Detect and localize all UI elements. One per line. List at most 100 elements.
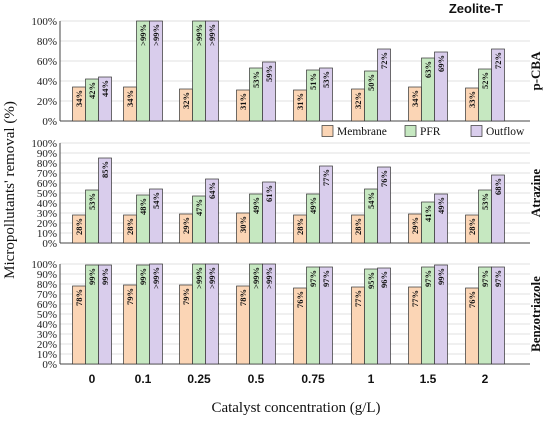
data-label: 51%: [308, 73, 318, 90]
bar-outflow: [377, 166, 391, 244]
y-tick-label: 20%: [37, 96, 57, 108]
data-label: 64%: [207, 182, 217, 199]
data-label: 29%: [410, 217, 420, 234]
y-tick-label: 100%: [31, 138, 57, 150]
data-label: 53%: [480, 193, 490, 210]
x-tick-label: 1.5: [420, 372, 437, 386]
y-tick-label: 60%: [37, 178, 57, 190]
data-label: 31%: [238, 93, 248, 110]
x-tick-label: 2: [482, 372, 489, 386]
bar-outflow: [434, 51, 448, 122]
bar-outflow: [205, 20, 219, 122]
data-label: 50%: [366, 74, 376, 91]
y-tick-label: 40%: [37, 76, 57, 88]
y-tick-label: 100%: [31, 16, 57, 28]
y-tick-label: 0%: [42, 359, 57, 371]
data-label: 79%: [125, 288, 135, 305]
data-label: 34%: [125, 90, 135, 107]
y-tick-label: 0%: [42, 116, 57, 128]
data-label: >99%: [194, 267, 204, 289]
y-tick-label: 10%: [37, 349, 57, 361]
legend-swatch-pfr: [404, 125, 417, 137]
data-label: 78%: [238, 289, 248, 306]
y-tick-label: 70%: [37, 289, 57, 301]
y-tick-label: 80%: [37, 36, 57, 48]
data-label: 41%: [423, 205, 433, 222]
data-label: 72%: [379, 52, 389, 69]
chart-panel-3: 0%10%20%30%40%50%60%70%80%90%100% Benzotr…: [31, 259, 543, 371]
bar-outflow: [149, 188, 163, 244]
y-tick-label: 90%: [37, 269, 57, 281]
data-label: 28%: [467, 218, 477, 235]
data-label: 97%: [480, 270, 490, 287]
legend-label-membrane: Membrane: [337, 126, 387, 138]
data-label: 72%: [493, 52, 503, 69]
chart-panel-2: 0%10%20%30%40%50%60%70%80%90%100%Atrazin…: [31, 138, 543, 250]
data-label: 47%: [194, 199, 204, 216]
data-label: 54%: [151, 192, 161, 209]
bar-outflow: [491, 174, 505, 244]
panel-label: p-CBA: [528, 51, 543, 91]
y-tick-label: 80%: [37, 279, 57, 291]
data-label: 28%: [353, 218, 363, 235]
data-label: 44%: [100, 80, 110, 97]
y-axis-label: Micropollutants' removal (%): [2, 101, 18, 279]
data-label: 99%: [138, 268, 148, 285]
data-label: 99%: [87, 268, 97, 285]
data-label: 97%: [308, 270, 318, 287]
data-label: 31%: [295, 93, 305, 110]
y-tick-label: 100%: [31, 259, 57, 271]
bar-outflow: [98, 76, 112, 122]
data-label: 61%: [264, 185, 274, 202]
data-label: 29%: [181, 217, 191, 234]
data-label: 78%: [74, 289, 84, 306]
bar-outflow: [149, 263, 163, 365]
x-tick-label: 0.5: [248, 372, 265, 386]
data-label: 97%: [321, 270, 331, 287]
data-label: >99%: [194, 24, 204, 46]
data-label: 34%: [410, 90, 420, 107]
data-label: 28%: [125, 218, 135, 235]
x-tick-labels: 0 0.1 0.25 0.5 0.75 1 1.5 2: [89, 372, 489, 386]
x-tick-label: 1: [368, 372, 375, 386]
legend-swatch-outflow: [470, 125, 483, 137]
bar-outflow: [434, 193, 448, 244]
bar-outflow: [98, 264, 112, 365]
data-label: 99%: [100, 268, 110, 285]
x-tick-label: 0.25: [187, 372, 211, 386]
y-tick-label: 50%: [37, 309, 57, 321]
panel-label: Atrazine: [528, 169, 543, 218]
data-label: 33%: [467, 91, 477, 108]
data-label: 54%: [366, 192, 376, 209]
data-label: 48%: [138, 198, 148, 215]
data-label: >99%: [151, 24, 161, 46]
y-tick-label: 70%: [37, 168, 57, 180]
data-label: >99%: [151, 267, 161, 289]
bar-outflow: [262, 263, 276, 365]
bar-outflow: [434, 264, 448, 365]
x-tick-label: 0.75: [301, 372, 325, 386]
panel-label: Benzotriazole: [528, 276, 543, 352]
y-tick-label: 10%: [37, 228, 57, 240]
y-tick-label: 60%: [37, 56, 57, 68]
bar-outflow: [377, 267, 391, 365]
data-label: 53%: [321, 71, 331, 88]
data-label: 77%: [321, 169, 331, 186]
bar-outflow: [491, 266, 505, 365]
bar-outflow: [491, 48, 505, 122]
x-tick-label: 0.1: [135, 372, 152, 386]
data-label: 96%: [379, 271, 389, 288]
x-axis-label: Catalyst concentration (g/L): [211, 400, 380, 416]
data-label: 63%: [423, 61, 433, 78]
bar-outflow: [205, 263, 219, 365]
bar-outflow: [319, 266, 333, 365]
bar-outflow: [319, 67, 333, 122]
bar-outflow: [262, 61, 276, 122]
y-tick-label: 20%: [37, 218, 57, 230]
data-label: 52%: [480, 72, 490, 89]
data-label: 79%: [181, 288, 191, 305]
data-label: 76%: [379, 170, 389, 187]
data-label: 97%: [493, 270, 503, 287]
bar-outflow: [149, 20, 163, 122]
